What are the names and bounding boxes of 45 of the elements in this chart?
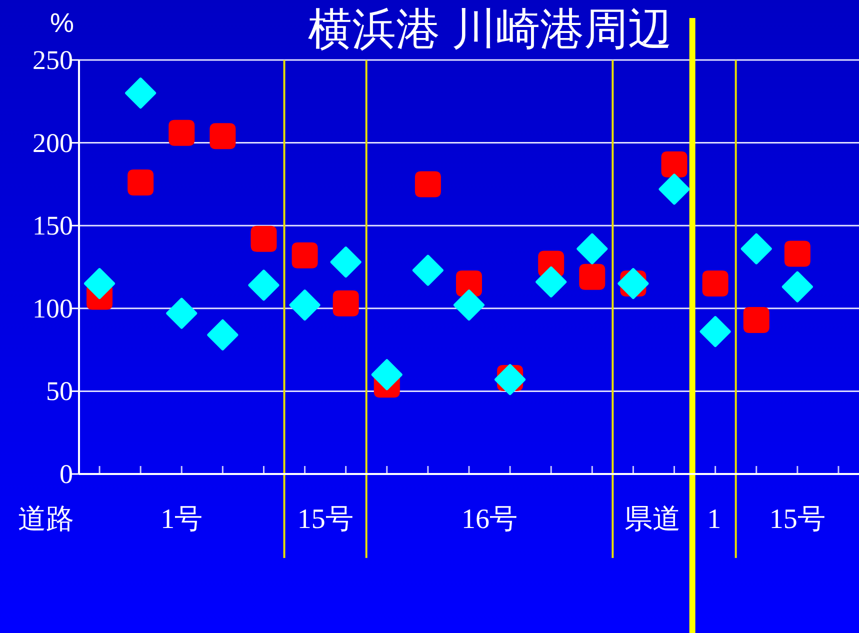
x-axis-title: 道路 [18, 504, 74, 535]
point [702, 270, 728, 297]
point [740, 233, 772, 264]
point [166, 298, 198, 329]
point [454, 290, 484, 321]
text: 15号 [769, 504, 826, 535]
text: 1 [707, 504, 722, 535]
point [782, 271, 813, 302]
chart-title: 横浜港 川崎港周辺 [308, 5, 672, 54]
point [330, 246, 362, 278]
point [414, 171, 441, 198]
point [125, 78, 156, 109]
point [784, 240, 810, 267]
point [743, 306, 770, 333]
point [292, 242, 318, 268]
point [661, 151, 688, 178]
y-tick-label: 250 [32, 45, 73, 75]
point [576, 233, 608, 264]
point [412, 254, 444, 286]
point [210, 123, 236, 150]
point [371, 359, 402, 390]
point [494, 364, 526, 396]
point [332, 290, 359, 316]
point [456, 270, 482, 297]
point [700, 316, 731, 348]
y-tick-label: 150 [32, 210, 73, 241]
point [84, 268, 116, 300]
point [168, 120, 195, 146]
y-axis-title: % [50, 8, 74, 38]
point [128, 170, 154, 196]
point [658, 174, 690, 205]
point [248, 270, 280, 301]
text: 県道 [624, 504, 681, 535]
point [579, 264, 606, 290]
y-tick-label: 0 [60, 459, 73, 489]
point [289, 290, 320, 321]
point [250, 226, 277, 252]
y-tick-label: 100 [32, 293, 73, 324]
point [207, 319, 238, 350]
y-tick-label: 50 [46, 376, 73, 406]
text: 1号 [160, 504, 203, 535]
point [536, 266, 567, 298]
text: 15号 [297, 504, 354, 535]
text: 16号 [462, 504, 518, 535]
y-tick-label: 200 [32, 128, 73, 158]
